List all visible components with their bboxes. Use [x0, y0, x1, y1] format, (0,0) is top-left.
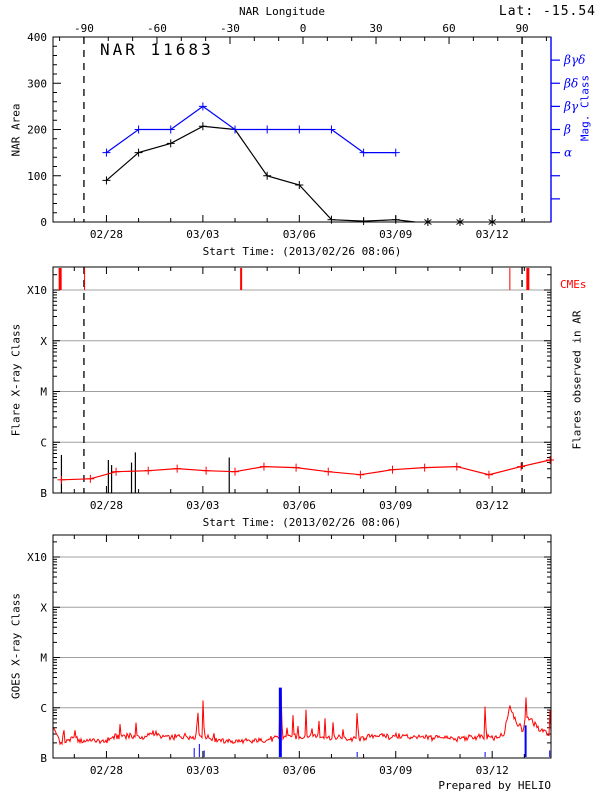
cme-mark — [58, 268, 62, 290]
x-tick-label: 03/06 — [283, 228, 316, 241]
cmes-label: CMEs — [560, 278, 587, 291]
goes-xray-axis-title: GOES X-ray Class — [9, 593, 23, 699]
y-tick-label: X10 — [27, 284, 47, 297]
x-tick-label: 03/09 — [379, 499, 412, 512]
x-tick-label: 02/28 — [90, 228, 123, 241]
active-region-title: NAR 11683 — [100, 40, 214, 59]
cme-mark — [84, 268, 86, 290]
longitude-tick-label: 30 — [369, 22, 382, 35]
panel-frame — [52, 266, 552, 494]
y-tick-label: X — [40, 601, 47, 614]
mag-class-tick-label: βγδ — [563, 53, 585, 67]
x-tick-label: 02/28 — [90, 499, 123, 512]
latitude-label: Lat: -15.54 — [498, 4, 596, 19]
goes-flux-curve — [52, 690, 552, 746]
x-tick-label: 03/12 — [476, 499, 509, 512]
y-tick-label: B — [40, 752, 47, 765]
x-tick-label: 03/06 — [283, 764, 316, 777]
x-tick-label: 03/03 — [186, 228, 219, 241]
flares-observed-axis-title: Flares observed in AR — [570, 310, 584, 450]
mag-class-tick-label: βγ — [563, 99, 579, 113]
longitude-tick-label: -60 — [147, 22, 167, 35]
mag-class-tick-label: α — [564, 146, 572, 160]
longitude-tick-label: -30 — [220, 22, 240, 35]
x-tick-label: 03/03 — [186, 499, 219, 512]
x-tick-label: 03/09 — [379, 764, 412, 777]
nar-area-series — [106, 125, 416, 223]
bottom-panel: B C M X X10 02/28 03/03 03/06 03/09 03/12 — [27, 534, 552, 777]
y-tick-label: C — [40, 702, 47, 715]
longitude-axis-title: NAR Longitude — [238, 5, 326, 18]
cme-mark — [240, 268, 243, 290]
y-tick-label: 200 — [27, 124, 47, 137]
x-tick-label: 03/03 — [186, 764, 219, 777]
y-tick-label: 400 — [27, 31, 47, 44]
y-tick-label: M — [40, 652, 47, 665]
nar-area-axis-title: NAR Area — [9, 103, 23, 157]
start-time-caption-middle: Start Time: (2013/02/26 08:06) — [202, 516, 402, 529]
longitude-tick-label: 0 — [300, 22, 307, 35]
cme-mark — [526, 268, 530, 290]
y-tick-label: C — [40, 436, 47, 449]
mag-class-axis-title: Mag. Class — [578, 74, 592, 142]
y-tick-label: M — [40, 386, 47, 399]
mag-class-tick-label: β — [563, 123, 571, 137]
x-tick-label: 03/06 — [283, 499, 316, 512]
y-tick-label: 300 — [27, 77, 47, 90]
x-tick-label: 03/09 — [379, 228, 412, 241]
x-tick-label: 03/12 — [476, 764, 509, 777]
top-panel: 0 100 200 300 400 -90 -60 -30 0 30 60 90 αβ βγ βδ βγδ 02… — [27, 22, 585, 241]
mag-class-tick-label: βδ — [563, 76, 578, 90]
star-marker — [488, 219, 496, 225]
prepared-by-credit: Prepared by HELIO — [438, 779, 551, 792]
y-tick-label: 0 — [40, 216, 47, 229]
cme-mark — [509, 268, 511, 290]
flare-xray-axis-title: Flare X-ray Class — [9, 323, 23, 437]
panel-frame — [52, 534, 552, 759]
longitude-tick-label: 90 — [515, 22, 528, 35]
longitude-tick-label: -90 — [74, 22, 94, 35]
start-time-caption-top: Start Time: (2013/02/26 08:06) — [202, 245, 402, 258]
y-tick-label: B — [40, 487, 47, 500]
avg-flare-line — [61, 459, 551, 481]
middle-panel: B C M X X10 02/28 03/03 03/06 03/09 03/12 — [27, 266, 555, 512]
y-tick-label: 100 — [27, 170, 47, 183]
star-marker — [456, 219, 464, 225]
x-tick-label: 03/12 — [476, 228, 509, 241]
longitude-tick-label: 60 — [442, 22, 455, 35]
y-tick-label: X10 — [27, 551, 47, 564]
star-marker — [424, 219, 432, 225]
mag-class-series — [106, 105, 396, 154]
x-tick-label: 02/28 — [90, 764, 123, 777]
y-tick-label: X — [40, 335, 47, 348]
